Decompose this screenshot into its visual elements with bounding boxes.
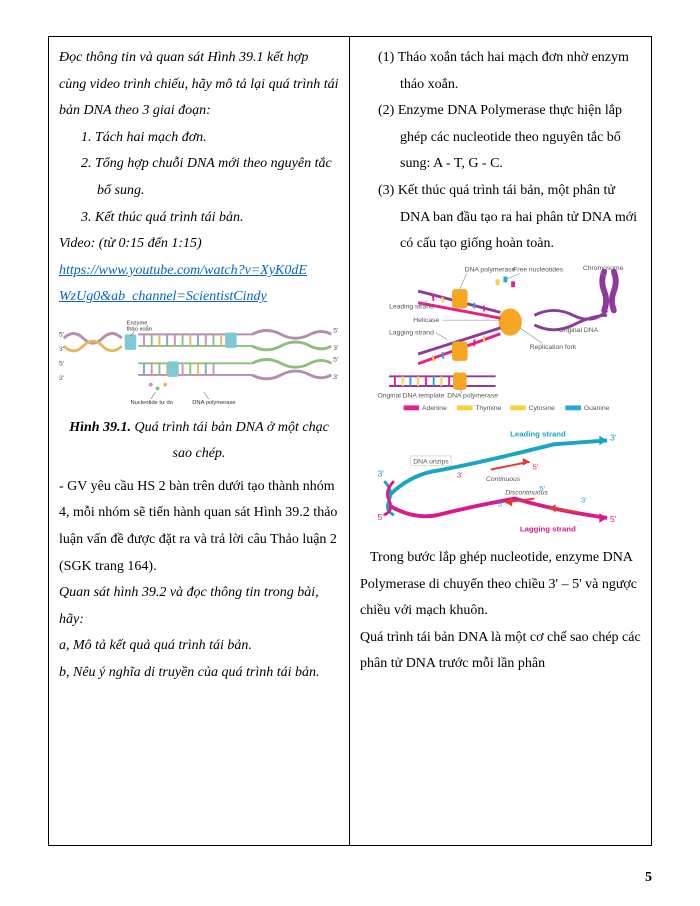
svg-text:3': 3' [457, 470, 463, 479]
svg-text:3': 3' [59, 346, 64, 353]
right-item-1: (1) Tháo xoắn tách hai mạch đơn nhờ enzy… [378, 45, 641, 98]
fig391-nuc-label: Nucleotide tự do [130, 400, 172, 406]
figure-39-1-caption: Hình 39.1. Quá trình tái bản DNA ở một c… [59, 415, 339, 468]
left-column: Đọc thông tin và quan sát Hình 39.1 kết … [49, 37, 350, 845]
right-item-3: (3) Kết thúc quá trình tái bản, một phân… [378, 178, 641, 258]
svg-text:5': 5' [333, 327, 338, 334]
svg-text:Leading strand: Leading strand [389, 303, 434, 310]
svg-text:Lagging strand: Lagging strand [520, 524, 576, 533]
svg-text:5': 5' [532, 462, 538, 471]
right-item-2: (2) Enzyme DNA Polymerase thực hiện lắp … [378, 98, 641, 178]
left-p1: - GV yêu cầu HS 2 bàn trên dưới tạo thàn… [59, 474, 339, 580]
svg-text:Lagging strand: Lagging strand [389, 329, 434, 336]
left-p2: Quan sát hình 39.2 và đọc thông tin tron… [59, 580, 339, 633]
svg-text:3': 3' [333, 345, 338, 352]
right-p1: Trong bước lắp ghép nucleotide, enzyme D… [360, 545, 641, 625]
svg-text:3': 3' [610, 432, 617, 442]
svg-text:3': 3' [581, 495, 587, 504]
svg-text:5': 5' [610, 514, 617, 524]
svg-text:5': 5' [333, 356, 338, 363]
left-intro: Đọc thông tin và quan sát Hình 39.1 kết … [59, 45, 339, 125]
svg-text:3': 3' [59, 375, 64, 382]
video-label: Video: (từ 0:15 đến 1:15) [59, 231, 339, 258]
strand-direction-diagram: Leading strand DNA unzips Continuous Dis… [360, 423, 641, 539]
left-step-2: 2. Tổng hợp chuỗi DNA mới theo nguyên tắ… [81, 151, 339, 204]
svg-text:Continuous: Continuous [486, 476, 521, 483]
svg-text:Replication fork: Replication fork [530, 344, 577, 351]
svg-text:5': 5' [539, 484, 545, 493]
svg-text:Thymine: Thymine [475, 405, 501, 412]
svg-text:5': 5' [498, 499, 504, 508]
right-p2: Quá trình tái bản DNA là một cơ chế sao … [360, 625, 641, 678]
fig391-thao-label: tháo xoắn [127, 325, 152, 332]
svg-text:5': 5' [59, 331, 64, 338]
svg-text:Original DNA: Original DNA [559, 327, 599, 334]
svg-text:Original DNA template: Original DNA template [377, 392, 444, 399]
youtube-link-line2[interactable]: WzUg0&ab_channel=ScientistCindy [59, 289, 267, 304]
content-table: Đọc thông tin và quan sát Hình 39.1 kết … [48, 36, 652, 846]
right-column: (1) Tháo xoắn tách hai mạch đơn nhờ enzy… [350, 37, 651, 845]
youtube-link-line1[interactable]: https://www.youtube.com/watch?v=XyK0dE [59, 263, 307, 278]
figure-39-1: Enzyme tháo xoắn Nucleotide tự do DNA po… [59, 317, 339, 409]
svg-text:Free nucleotides: Free nucleotides [513, 266, 564, 273]
svg-text:5': 5' [377, 512, 384, 522]
page-number: 5 [645, 870, 652, 886]
svg-text:Cytosine: Cytosine [529, 405, 556, 412]
svg-text:Guanine: Guanine [584, 405, 610, 412]
svg-text:Chromosome: Chromosome [583, 265, 624, 272]
left-step-3: 3. Kết thúc quá trình tái bản. [81, 205, 339, 232]
svg-text:3': 3' [333, 374, 338, 381]
replication-fork-diagram: DNA polymerase Free nucleotides Chromoso… [360, 262, 641, 417]
svg-text:DNA polymerase: DNA polymerase [447, 392, 498, 399]
svg-text:Adenine: Adenine [422, 405, 447, 412]
fig391-pol-label: DNA polymerase [192, 400, 235, 406]
left-step-1: 1. Tách hai mạch đơn. [81, 125, 339, 152]
svg-text:Helicase: Helicase [413, 317, 439, 324]
left-p3: a, Mô tả kết quả quá trình tái bản. [59, 633, 339, 660]
svg-text:5': 5' [59, 360, 64, 367]
svg-text:Leading strand: Leading strand [510, 429, 566, 438]
left-p4: b, Nêu ý nghĩa di truyền của quá trình t… [59, 660, 339, 687]
svg-text:3': 3' [377, 468, 384, 478]
svg-text:DNA polymerase: DNA polymerase [465, 266, 516, 273]
svg-text:DNA unzips: DNA unzips [413, 458, 449, 465]
